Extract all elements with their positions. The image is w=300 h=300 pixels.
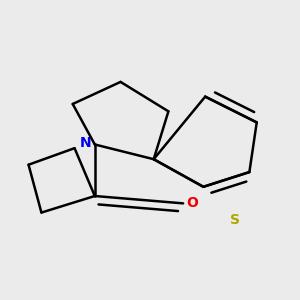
Text: N: N bbox=[80, 136, 92, 150]
Text: O: O bbox=[186, 196, 198, 210]
Text: S: S bbox=[230, 213, 240, 227]
